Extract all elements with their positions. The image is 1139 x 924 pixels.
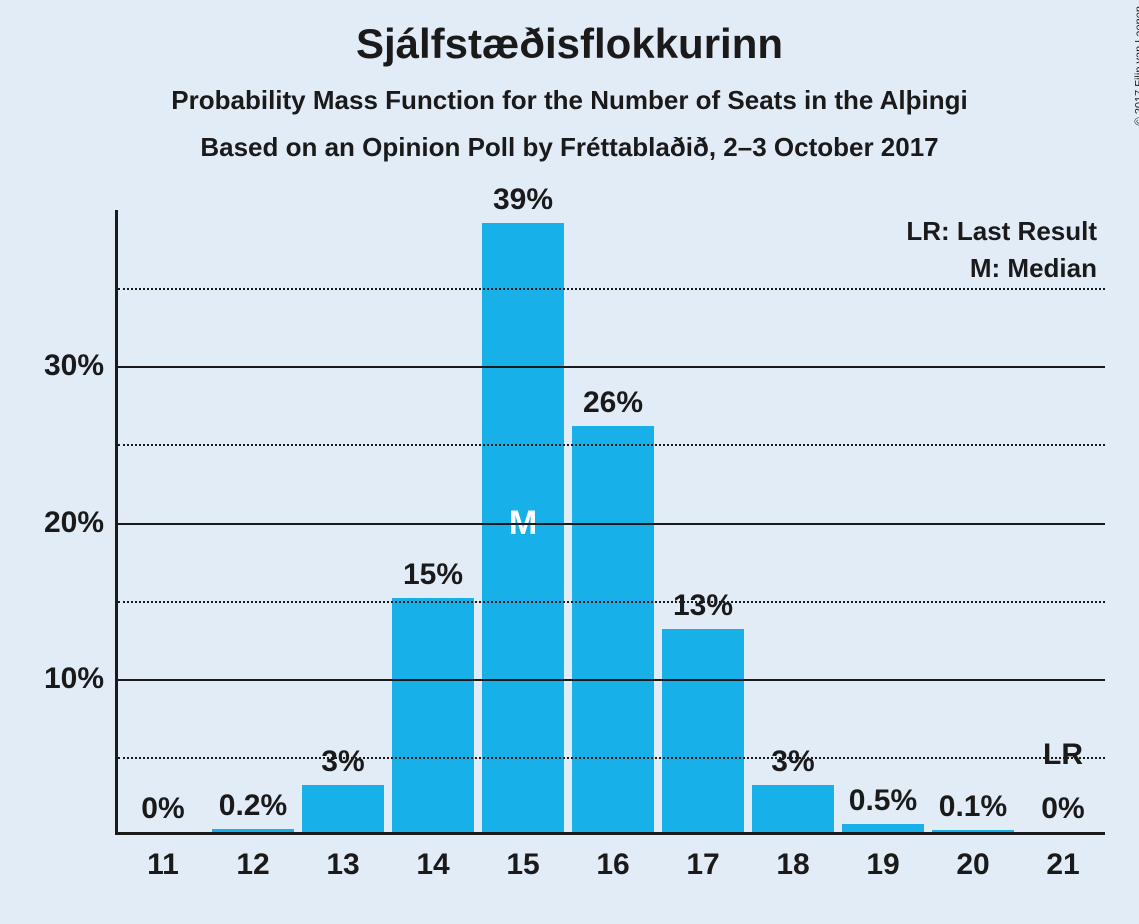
gridline-minor xyxy=(118,444,1105,446)
bar-value-label: 0% xyxy=(1041,792,1084,826)
bar-value-label: 13% xyxy=(673,589,733,623)
bar: 3% xyxy=(752,785,835,832)
x-axis-label: 18 xyxy=(776,848,809,882)
bar: 3% xyxy=(302,785,385,832)
bar-slot: 3%13 xyxy=(298,210,388,832)
x-axis-label: 14 xyxy=(416,848,449,882)
x-axis-label: 12 xyxy=(236,848,269,882)
copyright-text: © 2017 Filip van Laenen xyxy=(1133,6,1139,125)
bar-slot: 3%18 xyxy=(748,210,838,832)
bar: 0.1% xyxy=(932,830,1015,832)
legend-m: M: Median xyxy=(906,253,1097,284)
x-axis-label: 20 xyxy=(956,848,989,882)
x-axis-label: 19 xyxy=(866,848,899,882)
last-result-marker: LR xyxy=(1043,738,1083,772)
bar-value-label: 0.1% xyxy=(939,790,1007,824)
x-axis-label: 13 xyxy=(326,848,359,882)
bar-slot: 15%14 xyxy=(388,210,478,832)
bar-slot: 39%M15 xyxy=(478,210,568,832)
bar: 39%M xyxy=(482,223,565,832)
bar: 26% xyxy=(572,426,655,832)
bar: 0.2% xyxy=(212,829,295,832)
x-axis-label: 15 xyxy=(506,848,539,882)
y-axis-label: 10% xyxy=(44,662,118,696)
x-axis-label: 11 xyxy=(147,848,179,882)
chart-container: { "title": "Sjálfstæðisflokkurinn", "sub… xyxy=(0,0,1139,924)
bar: 13% xyxy=(662,629,745,832)
chart-subtitle-1: Probability Mass Function for the Number… xyxy=(0,85,1139,116)
bar: 0.5% xyxy=(842,824,925,832)
gridline-minor xyxy=(118,288,1105,290)
bar-value-label: 0.5% xyxy=(849,784,917,818)
plot-area: 0%110.2%123%1315%1439%M1526%1613%173%180… xyxy=(115,210,1105,835)
bar-slot: 0%LR21 xyxy=(1018,210,1108,832)
bar-slot: 0%11 xyxy=(118,210,208,832)
bars-layer: 0%110.2%123%1315%1439%M1526%1613%173%180… xyxy=(118,210,1105,832)
chart-subtitle-2: Based on an Opinion Poll by Fréttablaðið… xyxy=(0,132,1139,163)
bar: 15% xyxy=(392,598,475,832)
bar-value-label: 3% xyxy=(771,745,814,779)
bar-value-label: 0.2% xyxy=(219,789,287,823)
bar-value-label: 26% xyxy=(583,386,643,420)
bar-value-label: 0% xyxy=(141,792,184,826)
legend-lr: LR: Last Result xyxy=(906,216,1097,247)
legend: LR: Last Result M: Median xyxy=(906,216,1097,290)
bar-value-label: 15% xyxy=(403,558,463,592)
y-axis-label: 20% xyxy=(44,506,118,540)
bar-value-label: 3% xyxy=(321,745,364,779)
x-axis-label: 17 xyxy=(686,848,719,882)
x-axis-label: 16 xyxy=(596,848,629,882)
chart-title: Sjálfstæðisflokkurinn xyxy=(0,20,1139,68)
gridline-major xyxy=(118,523,1105,525)
x-axis-label: 21 xyxy=(1046,848,1079,882)
bar-slot: 0.1%20 xyxy=(928,210,1018,832)
y-axis-label: 30% xyxy=(44,349,118,383)
bar-value-label: 39% xyxy=(493,183,553,217)
gridline-minor xyxy=(118,757,1105,759)
gridline-major xyxy=(118,679,1105,681)
gridline-major xyxy=(118,366,1105,368)
bar-slot: 0.2%12 xyxy=(208,210,298,832)
bar-slot: 13%17 xyxy=(658,210,748,832)
bar-slot: 0.5%19 xyxy=(838,210,928,832)
gridline-minor xyxy=(118,601,1105,603)
bar-slot: 26%16 xyxy=(568,210,658,832)
